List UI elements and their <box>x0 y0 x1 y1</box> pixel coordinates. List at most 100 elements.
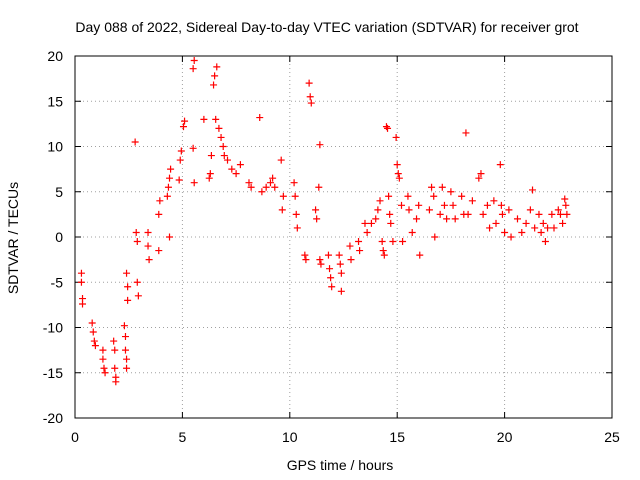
data-point <box>120 322 128 330</box>
data-point <box>475 174 483 182</box>
data-point <box>132 228 140 236</box>
data-point <box>293 224 301 232</box>
data-point <box>164 183 172 191</box>
data-point <box>313 215 321 223</box>
chart-title: Day 088 of 2022, Sidereal Day-to-day VTE… <box>75 19 578 35</box>
data-point <box>550 224 558 232</box>
data-point <box>404 192 412 200</box>
data-point <box>535 210 543 218</box>
data-point <box>312 206 320 214</box>
data-point <box>386 210 394 218</box>
data-point <box>121 333 129 341</box>
data-point <box>374 206 382 214</box>
data-point <box>387 219 395 227</box>
data-point <box>176 156 184 164</box>
data-point <box>111 364 119 372</box>
data-point <box>206 170 214 178</box>
data-point <box>307 99 315 107</box>
data-point <box>200 115 208 123</box>
data-point <box>145 256 153 264</box>
data-point <box>88 319 96 327</box>
y-tick-label: -15 <box>43 365 63 381</box>
data-point <box>438 183 446 191</box>
data-point <box>380 251 388 259</box>
data-point <box>266 179 274 187</box>
data-point <box>175 176 183 184</box>
x-tick-label: 10 <box>282 429 298 445</box>
data-point <box>316 141 324 149</box>
data-point <box>207 152 215 160</box>
data-point <box>279 192 287 200</box>
data-point <box>413 215 421 223</box>
data-point <box>211 72 219 80</box>
data-point <box>507 233 515 241</box>
data-point <box>361 219 369 227</box>
data-point <box>537 228 545 236</box>
axis-ticks <box>74 55 613 419</box>
y-tick-label: 10 <box>47 139 63 155</box>
data-point <box>392 133 400 141</box>
x-tick-label: 25 <box>604 429 620 445</box>
x-tick-label: 15 <box>389 429 405 445</box>
data-point <box>247 183 255 191</box>
data-point <box>336 260 344 268</box>
y-tick-label: -10 <box>43 320 63 336</box>
data-point <box>443 215 451 223</box>
data-point <box>526 206 534 214</box>
data-point <box>262 183 270 191</box>
data-point <box>326 265 334 273</box>
data-point <box>228 165 236 173</box>
data-point <box>451 215 459 223</box>
data-point <box>562 201 570 209</box>
data-point <box>428 183 436 191</box>
data-point <box>77 269 85 277</box>
data-point <box>134 292 142 300</box>
data-point <box>337 269 345 277</box>
data-point <box>447 188 455 196</box>
data-point <box>367 219 375 227</box>
y-tick-label: -20 <box>43 410 63 426</box>
data-point <box>99 346 107 354</box>
data-point <box>395 174 403 182</box>
data-point <box>531 224 539 232</box>
data-point <box>497 201 505 209</box>
data-point <box>112 378 120 386</box>
data-point <box>544 224 552 232</box>
data-point <box>399 238 407 246</box>
data-point <box>99 355 107 363</box>
data-point <box>258 188 266 196</box>
data-point <box>144 228 152 236</box>
data-point <box>210 81 218 89</box>
y-tick-label: 20 <box>47 48 63 64</box>
data-point <box>245 179 253 187</box>
x-tick-labels: 0 5 10 15 20 25 <box>71 429 620 445</box>
data-point <box>416 251 424 259</box>
data-point <box>123 269 131 277</box>
data-point <box>327 274 335 282</box>
data-point <box>155 247 163 255</box>
data-point <box>217 133 225 141</box>
data-point <box>190 179 198 187</box>
x-tick-label: 20 <box>497 429 513 445</box>
data-point <box>167 165 175 173</box>
y-tick-label: 5 <box>55 184 63 200</box>
y-tick-label: -5 <box>51 274 64 290</box>
data-points <box>77 57 571 386</box>
data-point <box>133 278 141 286</box>
data-point <box>425 206 433 214</box>
x-axis-label: GPS time / hours <box>287 457 394 473</box>
data-point <box>131 138 139 146</box>
data-point <box>317 260 325 268</box>
data-point <box>177 147 185 155</box>
data-point <box>337 287 345 295</box>
data-point <box>385 192 393 200</box>
data-point <box>477 170 485 178</box>
data-point <box>316 256 324 264</box>
data-point <box>306 93 314 101</box>
data-point <box>490 197 498 205</box>
data-point <box>124 283 132 291</box>
data-point <box>431 233 439 241</box>
data-point <box>144 242 152 250</box>
data-point <box>213 63 221 71</box>
data-point <box>397 201 405 209</box>
